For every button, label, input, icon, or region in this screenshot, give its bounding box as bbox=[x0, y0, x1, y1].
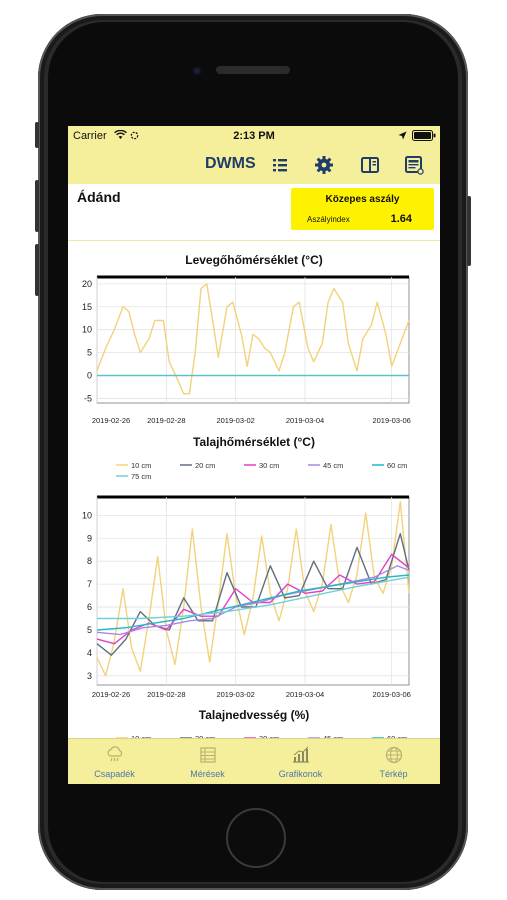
legend-label: 20 cm bbox=[195, 461, 215, 470]
series-line bbox=[97, 576, 410, 620]
x-tick-label: 2019-03-04 bbox=[286, 690, 324, 699]
carrier-label: Carrier bbox=[73, 130, 107, 142]
status-bar: Carrier 2:13 PM bbox=[68, 126, 440, 146]
y-tick-label: 9 bbox=[87, 533, 92, 543]
x-tick-label: 2019-03-06 bbox=[372, 416, 410, 425]
legend-label: 20 cm bbox=[195, 734, 215, 738]
chart-title: Talajhőmérséklet (°C) bbox=[193, 435, 315, 449]
tab-meresek[interactable]: Mérések bbox=[161, 739, 254, 784]
x-tick-label: 2019-02-28 bbox=[147, 416, 185, 425]
activity-spinner-icon bbox=[130, 131, 139, 140]
news-icon[interactable] bbox=[404, 155, 424, 175]
y-tick-label: 0 bbox=[87, 371, 92, 381]
volume-down-button bbox=[35, 244, 39, 296]
plot-area bbox=[96, 496, 410, 686]
y-tick-label: 20 bbox=[82, 279, 92, 289]
x-tick-label: 2019-03-02 bbox=[216, 416, 254, 425]
power-button bbox=[467, 196, 471, 266]
earpiece-speaker bbox=[216, 66, 290, 74]
series-line bbox=[96, 574, 410, 631]
drought-title: Közepes aszály bbox=[325, 194, 400, 205]
status-time: 2:13 PM bbox=[233, 130, 275, 142]
y-tick-label: 8 bbox=[87, 556, 92, 566]
legend-label: 60 cm bbox=[387, 461, 407, 470]
app-screen: Carrier 2:13 PM DWMS bbox=[68, 126, 440, 784]
home-button[interactable] bbox=[226, 808, 286, 868]
tab-label: Csapadék bbox=[94, 769, 135, 779]
book-icon[interactable] bbox=[360, 155, 380, 175]
x-tick-label: 2019-03-06 bbox=[372, 690, 410, 699]
front-camera bbox=[192, 66, 202, 76]
nav-bar: DWMS bbox=[68, 146, 440, 184]
chart-title: Levegőhőmérséklet (°C) bbox=[185, 253, 323, 267]
tab-terkep[interactable]: Térkép bbox=[347, 739, 440, 784]
series-line bbox=[96, 565, 410, 636]
app-title: DWMS bbox=[205, 155, 256, 172]
wifi-icon bbox=[114, 130, 127, 139]
tab-grafikonok[interactable]: Grafikonok bbox=[254, 739, 347, 784]
location-arrow-icon bbox=[398, 131, 407, 140]
tab-csapadek[interactable]: Csapadék bbox=[68, 739, 161, 784]
drought-badge[interactable]: Közepes aszály Aszályindex 1.64 bbox=[291, 188, 434, 230]
bar-chart-icon bbox=[293, 746, 309, 763]
globe-icon bbox=[385, 746, 403, 764]
y-tick-label: 10 bbox=[82, 510, 92, 520]
x-tick-label: 2019-03-04 bbox=[286, 416, 324, 425]
y-tick-label: 15 bbox=[82, 302, 92, 312]
location-name: Ádánd bbox=[77, 189, 121, 205]
cloud-rain-icon bbox=[107, 746, 123, 762]
x-tick-label: 2019-02-26 bbox=[92, 690, 130, 699]
charts-scroll-area[interactable]: Levegőhőmérséklet (°C) -5 0 5 10 15 20 2019-02-… bbox=[68, 241, 440, 738]
y-tick-label: 7 bbox=[87, 579, 92, 589]
volume-up-button bbox=[35, 180, 39, 232]
legend-label: 30 cm bbox=[259, 461, 279, 470]
legend-label: 30 cm bbox=[259, 734, 279, 738]
chart-title: Talajnedvesség (%) bbox=[199, 708, 309, 722]
y-tick-label: 4 bbox=[87, 648, 92, 658]
tab-label: Mérések bbox=[190, 769, 225, 779]
gear-icon[interactable] bbox=[314, 155, 334, 175]
legend-label: 10 cm bbox=[131, 734, 151, 738]
legend-label: 45 cm bbox=[323, 461, 343, 470]
tab-label: Térkép bbox=[379, 769, 408, 779]
legend-label: 60 cm bbox=[387, 734, 407, 738]
series-line bbox=[96, 283, 410, 395]
legend-label: 45 cm bbox=[323, 734, 343, 738]
drought-index-label: Aszályindex bbox=[307, 215, 350, 224]
x-tick-label: 2019-02-28 bbox=[147, 690, 185, 699]
location-header: Ádánd Közepes aszály Aszályindex 1.64 bbox=[68, 184, 440, 241]
mute-switch bbox=[35, 122, 39, 148]
drought-index-value: 1.64 bbox=[390, 213, 412, 225]
y-tick-label: 10 bbox=[82, 325, 92, 335]
y-tick-label: 5 bbox=[87, 625, 92, 635]
x-tick-label: 2019-02-26 bbox=[92, 416, 130, 425]
y-tick-label: -5 bbox=[84, 393, 92, 403]
y-tick-label: 6 bbox=[87, 602, 92, 612]
legend-label: 75 cm bbox=[131, 472, 151, 481]
legend-label: 10 cm bbox=[131, 461, 151, 470]
tab-label: Grafikonok bbox=[278, 769, 323, 779]
y-tick-label: 5 bbox=[87, 348, 92, 358]
list-icon[interactable] bbox=[270, 155, 290, 175]
table-icon bbox=[200, 747, 216, 763]
battery-icon bbox=[412, 130, 436, 141]
x-tick-label: 2019-03-02 bbox=[216, 690, 254, 699]
tab-bar: Csapadék Mérések Grafikonok T bbox=[68, 738, 440, 784]
charts-canvas: Levegőhőmérséklet (°C) -5 0 5 10 15 20 2019-02-… bbox=[82, 253, 411, 738]
y-tick-label: 3 bbox=[87, 671, 92, 681]
